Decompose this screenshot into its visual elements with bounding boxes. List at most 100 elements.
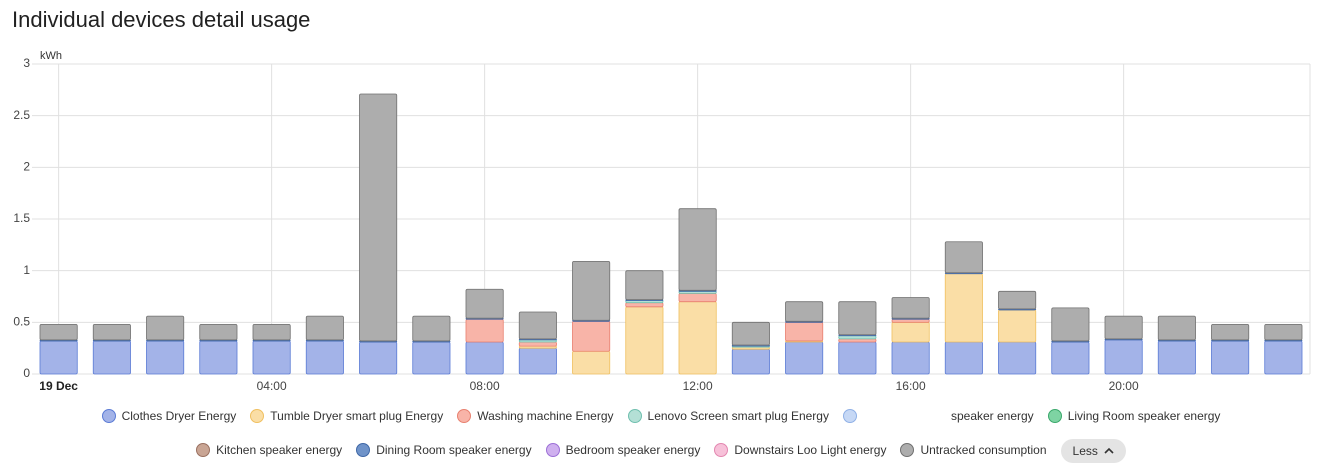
bar-segment [891,341,930,375]
legend-item[interactable]: Lenovo Screen smart plug Energy [627,405,829,427]
legend-label: Lenovo Screen smart plug Energy [647,409,829,423]
bar-segment [359,341,398,375]
legend-item[interactable]: Downstairs Loo Light energy [714,439,886,461]
bar-segment [731,321,770,346]
chevron-icon [1104,447,1114,454]
x-tick-label: 19 Dec [39,379,78,393]
x-tick-label: 16:00 [896,379,926,393]
y-tick-label: 1.5 [13,211,30,225]
bar-segment [678,208,717,291]
bar-segment [1157,340,1196,375]
bar-segment [891,321,930,343]
legend-item[interactable]: Washing machine Energy [457,405,614,427]
bar-segment [998,309,1037,343]
bar-segment [518,341,557,347]
legend-swatch [196,443,211,457]
legend-item[interactable]: Living Room speaker energy [1047,405,1221,427]
legend-item[interactable]: speaker energy [842,405,1034,427]
legend-item[interactable]: Kitchen speaker energy [196,439,342,461]
bar-segment [838,338,877,343]
bar-segment [412,341,451,375]
chart: Individual devices detail usage kWh 0 0.5… [12,7,1311,393]
bar-segment [305,340,344,375]
bar-segment [731,348,770,375]
legend-label: Downstairs Loo Light energy [734,443,887,457]
y-tick-label: 3 [23,56,30,70]
legend-item[interactable]: Untracked consumption [900,439,1047,461]
legend-label: Kitchen speaker energy [216,443,343,457]
bar-segment [92,323,131,341]
bar-segment [678,301,717,375]
bar-segment [252,323,291,341]
bar-segment [838,341,877,375]
legend-swatch [842,409,857,423]
legend-swatch [545,443,560,457]
legend-swatch [356,443,371,457]
legend-item[interactable]: Bedroom speaker energy [545,439,701,461]
bar-segment [891,318,930,323]
legend-swatch [627,409,642,423]
legend-label: Clothes Dryer Energy [121,409,237,423]
bar-segment [39,340,78,375]
x-tick-label: 20:00 [1109,379,1139,393]
bar-segment [465,341,504,375]
chart-title: Individual devices detail usage [12,7,310,32]
x-tick-label: 04:00 [257,379,287,393]
less-button[interactable]: Less [1060,439,1126,463]
bar-segment [518,311,557,340]
legend-label: Dining Room speaker energy [376,443,532,457]
bar-segment [572,350,611,375]
bar-segment [998,290,1037,310]
y-tick-label: 2.5 [13,108,30,122]
bar-segment [625,306,664,375]
y-axis-label: kWh [40,50,62,62]
x-tick-label: 12:00 [683,379,713,393]
y-tick-label: 0 [23,366,30,380]
bar-segment [785,301,824,322]
bar-segment [891,297,930,319]
bar-segment [1104,315,1143,340]
bar-segment [199,340,238,375]
bar-segment [1051,341,1090,375]
bar-segment [146,315,185,341]
legend-swatch [714,443,729,457]
legend-label: Untracked consumption [920,443,1047,457]
bar-segment [252,340,291,375]
bar-segment [625,270,664,300]
bar-segment [1211,340,1250,375]
bar-segment [572,320,611,352]
legend-label: Bedroom speaker energy [565,443,701,457]
bar-segment [1264,323,1303,341]
legend-item[interactable]: Tumble Dryer smart plug Energy [250,405,443,427]
legend-label: speaker energy [950,409,1034,423]
bar-segment [518,347,557,375]
bar-segment [1211,323,1250,341]
bar-segment [199,323,238,341]
bar-segment [678,292,717,303]
bar-segment [944,241,983,274]
legend-swatch [457,409,472,423]
bar-segment [838,335,877,340]
legend-item[interactable]: Dining Room speaker energy [356,439,532,461]
legend-label: Living Room speaker energy [1067,409,1221,423]
bar-segment [465,288,504,319]
x-tick-label: 08:00 [470,379,500,393]
bar-segment [625,302,664,308]
bar-segment [359,93,398,342]
bar-segment [39,323,78,341]
legend-item[interactable]: Clothes Dryer Energy [101,405,237,427]
y-tick-label: 1 [23,263,30,277]
legend-swatch [101,409,116,423]
bar-segment [785,321,824,342]
bar-segment [92,340,131,375]
bar-segment [998,341,1037,375]
less-label: Less [1072,444,1098,458]
legend-swatch [900,443,915,457]
legend-label: Washing machine Energy [477,409,614,423]
bar-segment [1157,315,1196,341]
legend: Clothes Dryer Energy Tumble Dryer smart p… [30,405,1292,463]
legend-label: Tumble Dryer smart plug Energy [270,409,444,423]
bar-segment [465,318,504,343]
bar-segment [146,340,185,375]
